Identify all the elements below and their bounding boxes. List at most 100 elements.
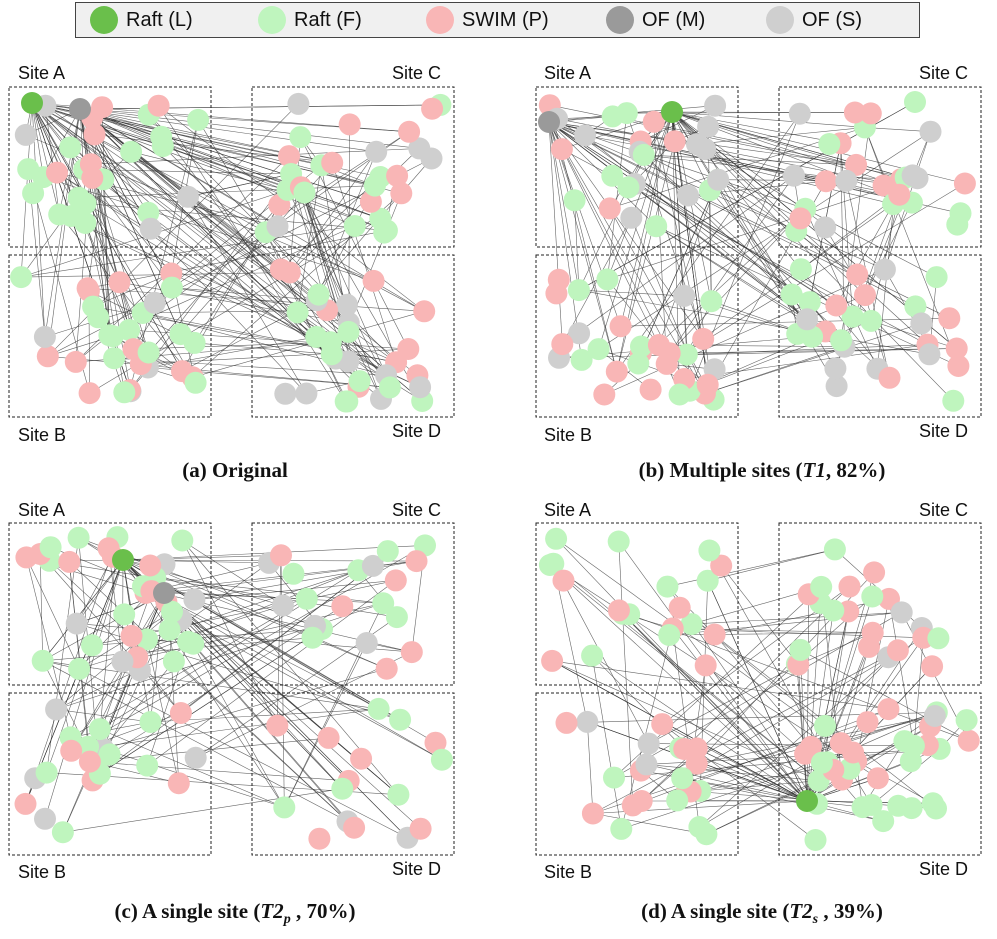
graph-edge bbox=[31, 102, 60, 215]
raft-follower-node bbox=[861, 585, 884, 608]
raft-follower-node bbox=[387, 783, 410, 806]
site-b-boundary bbox=[8, 692, 212, 856]
of-slave-node bbox=[65, 612, 88, 635]
graph-edge bbox=[84, 169, 332, 355]
raft-follower-node bbox=[851, 796, 874, 819]
graph-edge bbox=[42, 637, 313, 662]
edges bbox=[25, 537, 443, 839]
raft-follower-node bbox=[904, 295, 927, 318]
of-slave-node bbox=[910, 312, 933, 335]
graph-edge bbox=[147, 580, 396, 766]
swim-node bbox=[863, 561, 886, 584]
swim-node bbox=[856, 711, 879, 734]
of-slave-node bbox=[266, 215, 289, 238]
swim-node bbox=[845, 153, 868, 176]
of-slave-node bbox=[704, 94, 727, 117]
swim-node bbox=[555, 711, 578, 734]
raft-follower-node bbox=[645, 215, 668, 238]
swim-node bbox=[331, 595, 354, 618]
of-slave-node bbox=[923, 705, 946, 727]
graph-edge bbox=[163, 592, 408, 839]
graph-edge bbox=[548, 121, 894, 205]
site-b-label: Site B bbox=[544, 862, 593, 882]
swim-node bbox=[854, 284, 876, 307]
graph-edge bbox=[587, 721, 594, 814]
site-d-boundary bbox=[251, 692, 455, 856]
raft-follower-node bbox=[68, 657, 91, 680]
graph-edge bbox=[76, 559, 124, 624]
of-slave-node bbox=[177, 185, 199, 208]
swim-node bbox=[413, 300, 436, 323]
raft-follower-node bbox=[946, 213, 969, 236]
raft-follower-node bbox=[696, 569, 719, 592]
graph-edge bbox=[666, 183, 966, 365]
swim-node bbox=[842, 741, 865, 764]
graph-edge bbox=[21, 225, 355, 278]
raft-follower-node bbox=[893, 730, 916, 753]
raft-follower-node bbox=[59, 136, 82, 159]
of-slave-node bbox=[825, 375, 848, 398]
raft-follower-node bbox=[337, 320, 360, 343]
swim-node bbox=[815, 170, 837, 193]
graph-edge bbox=[151, 590, 401, 720]
graph-edge bbox=[846, 180, 890, 378]
raft-follower-swatch-icon bbox=[258, 6, 286, 34]
raft-follower-node bbox=[51, 821, 74, 844]
caption-prefix: (d) A single site ( bbox=[641, 899, 790, 923]
site-a-boundary bbox=[8, 522, 212, 686]
raft-follower-node bbox=[830, 329, 853, 352]
swim-node bbox=[825, 294, 848, 317]
graph-edge bbox=[555, 538, 808, 802]
of-slave-node bbox=[697, 115, 720, 138]
graph-edge bbox=[699, 650, 899, 828]
graph-edge bbox=[671, 111, 841, 144]
graph-edge bbox=[548, 121, 810, 303]
graph-edge bbox=[62, 788, 343, 833]
graph-edge bbox=[548, 121, 950, 319]
graph-edge bbox=[79, 108, 130, 331]
swim-node bbox=[308, 827, 331, 850]
raft-follower-node bbox=[632, 143, 655, 166]
graph-edge bbox=[669, 632, 873, 636]
raft-follower-node bbox=[307, 283, 330, 306]
graph-edge bbox=[798, 632, 873, 665]
raft-leader-swatch-icon bbox=[90, 6, 118, 34]
graph-edge bbox=[42, 559, 124, 661]
raft-follower-node bbox=[389, 708, 412, 731]
swim-node bbox=[421, 97, 444, 120]
site-a-boundary bbox=[8, 86, 212, 248]
graph-edge bbox=[85, 203, 349, 362]
raft-follower-node bbox=[581, 644, 604, 667]
raft-follower-node bbox=[22, 182, 45, 205]
raft-follower-node bbox=[17, 158, 40, 181]
swim-node bbox=[878, 366, 901, 389]
raft-follower-node bbox=[137, 341, 160, 364]
of-master-node bbox=[538, 111, 560, 133]
graph-edge bbox=[284, 642, 367, 808]
graph-edge bbox=[46, 537, 79, 773]
site-c-label: Site C bbox=[392, 63, 442, 83]
graph-edge bbox=[280, 555, 285, 808]
of-master-swatch-icon bbox=[606, 6, 634, 34]
graph-edge bbox=[114, 357, 387, 376]
graph-edge bbox=[87, 230, 387, 289]
graph-edge bbox=[31, 102, 173, 288]
graph-edge bbox=[806, 610, 834, 802]
caption-subscript: s bbox=[812, 912, 819, 928]
graph-edge bbox=[707, 580, 808, 802]
raft-follower-node bbox=[151, 135, 174, 158]
swim-node bbox=[685, 752, 708, 775]
graph-edge bbox=[871, 748, 940, 806]
graph-edge bbox=[707, 549, 835, 581]
site-d-boundary bbox=[778, 254, 982, 418]
swim-node bbox=[692, 327, 715, 350]
raft-follower-node bbox=[161, 600, 183, 623]
legend-label: OF (S) bbox=[802, 9, 862, 31]
swim-node bbox=[846, 263, 869, 286]
graph-edge bbox=[171, 611, 443, 760]
of-slave-node bbox=[620, 206, 643, 229]
swim-node bbox=[581, 802, 604, 825]
swim-node bbox=[409, 817, 432, 840]
swim-node bbox=[321, 151, 344, 174]
swim-node bbox=[83, 123, 106, 146]
